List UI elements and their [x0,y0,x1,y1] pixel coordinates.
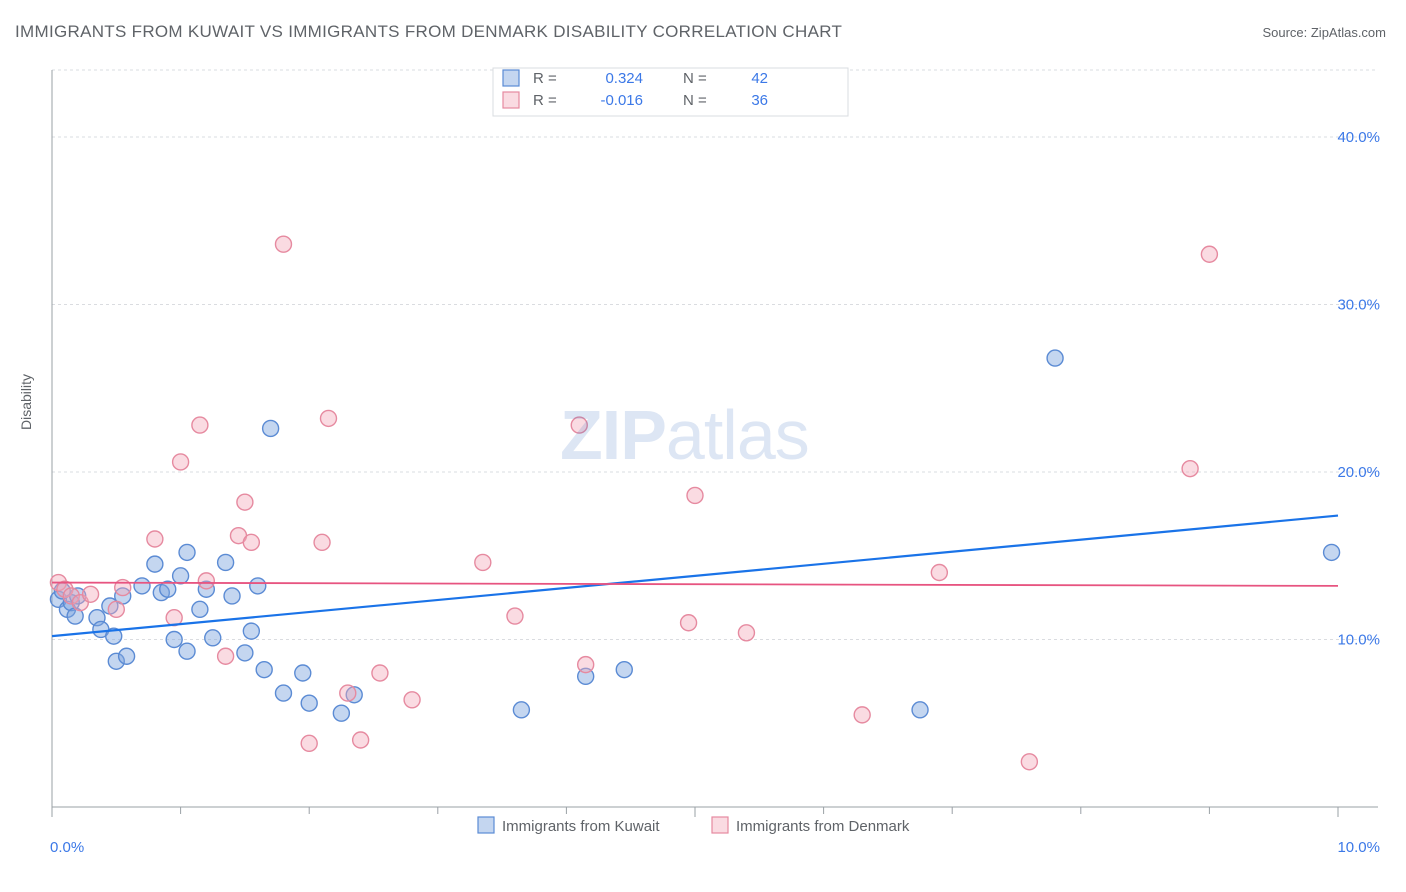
svg-text:42: 42 [751,70,768,87]
svg-text:10.0%: 10.0% [1337,632,1380,649]
svg-text:40.0%: 40.0% [1337,129,1380,146]
scatter-plot: 10.0% 20.0% 30.0% 40.0% 0.0% 10.0% R = 0.324 N =… [48,62,1388,882]
svg-text:N =: N = [683,70,707,87]
svg-text:20.0%: 20.0% [1337,464,1380,481]
svg-text:R =: R = [533,92,557,109]
svg-text:30.0%: 30.0% [1337,297,1380,314]
svg-text:R =: R = [533,70,557,87]
source-label: Source: ZipAtlas.com [1262,25,1386,40]
svg-text:0.0%: 0.0% [50,839,84,856]
source-name: ZipAtlas.com [1311,25,1386,40]
plot-area: 10.0%20.0%30.0%40.0%0.0%10.0%R =0.324N =… [48,62,1388,832]
svg-text:-0.016: -0.016 [600,92,643,109]
svg-text:0.324: 0.324 [605,70,643,87]
svg-text:Immigrants from Denmark: Immigrants from Denmark [736,818,910,835]
svg-text:N =: N = [683,92,707,109]
chart-title: IMMIGRANTS FROM KUWAIT VS IMMIGRANTS FRO… [15,22,842,42]
y-axis-label: Disability [18,374,34,430]
svg-text:Immigrants from Kuwait: Immigrants from Kuwait [502,818,660,835]
source-prefix: Source: [1262,25,1310,40]
svg-text:36: 36 [751,92,768,109]
svg-text:10.0%: 10.0% [1337,839,1380,856]
